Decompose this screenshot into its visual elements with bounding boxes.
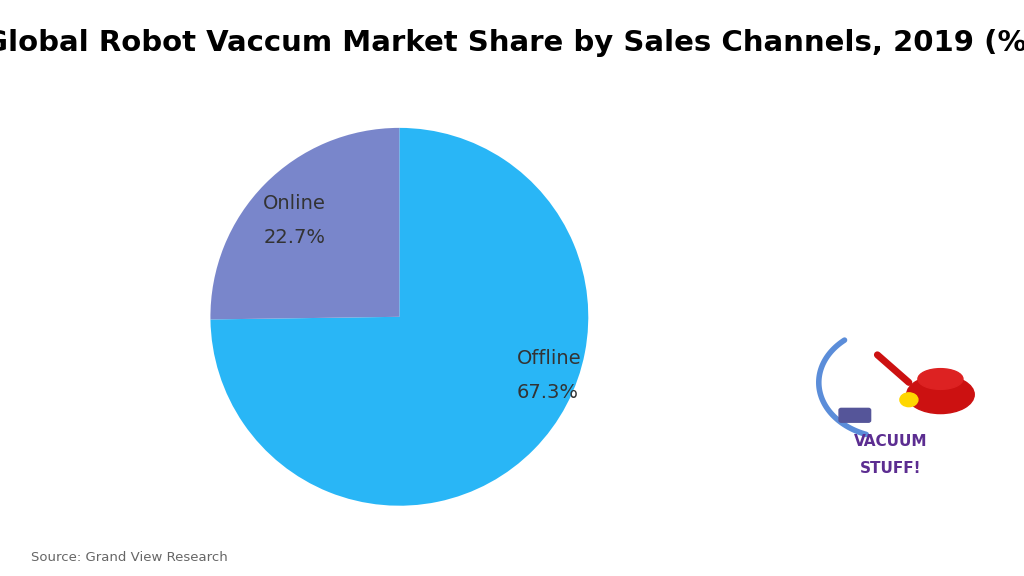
Ellipse shape [906,376,974,414]
Wedge shape [210,128,399,320]
Text: 22.7%: 22.7% [263,228,326,247]
Text: Source: Grand View Research: Source: Grand View Research [31,551,227,564]
Text: Offline: Offline [516,349,582,368]
Text: Online: Online [263,194,327,213]
Circle shape [900,393,918,407]
FancyBboxPatch shape [839,408,870,422]
Wedge shape [211,128,588,506]
Ellipse shape [918,369,963,389]
Text: VACUUM: VACUUM [854,434,928,449]
Text: Global Robot Vaccum Market Share by Sales Channels, 2019 (%): Global Robot Vaccum Market Share by Sale… [0,29,1024,57]
Text: 67.3%: 67.3% [516,383,579,402]
Text: STUFF!: STUFF! [860,461,922,476]
